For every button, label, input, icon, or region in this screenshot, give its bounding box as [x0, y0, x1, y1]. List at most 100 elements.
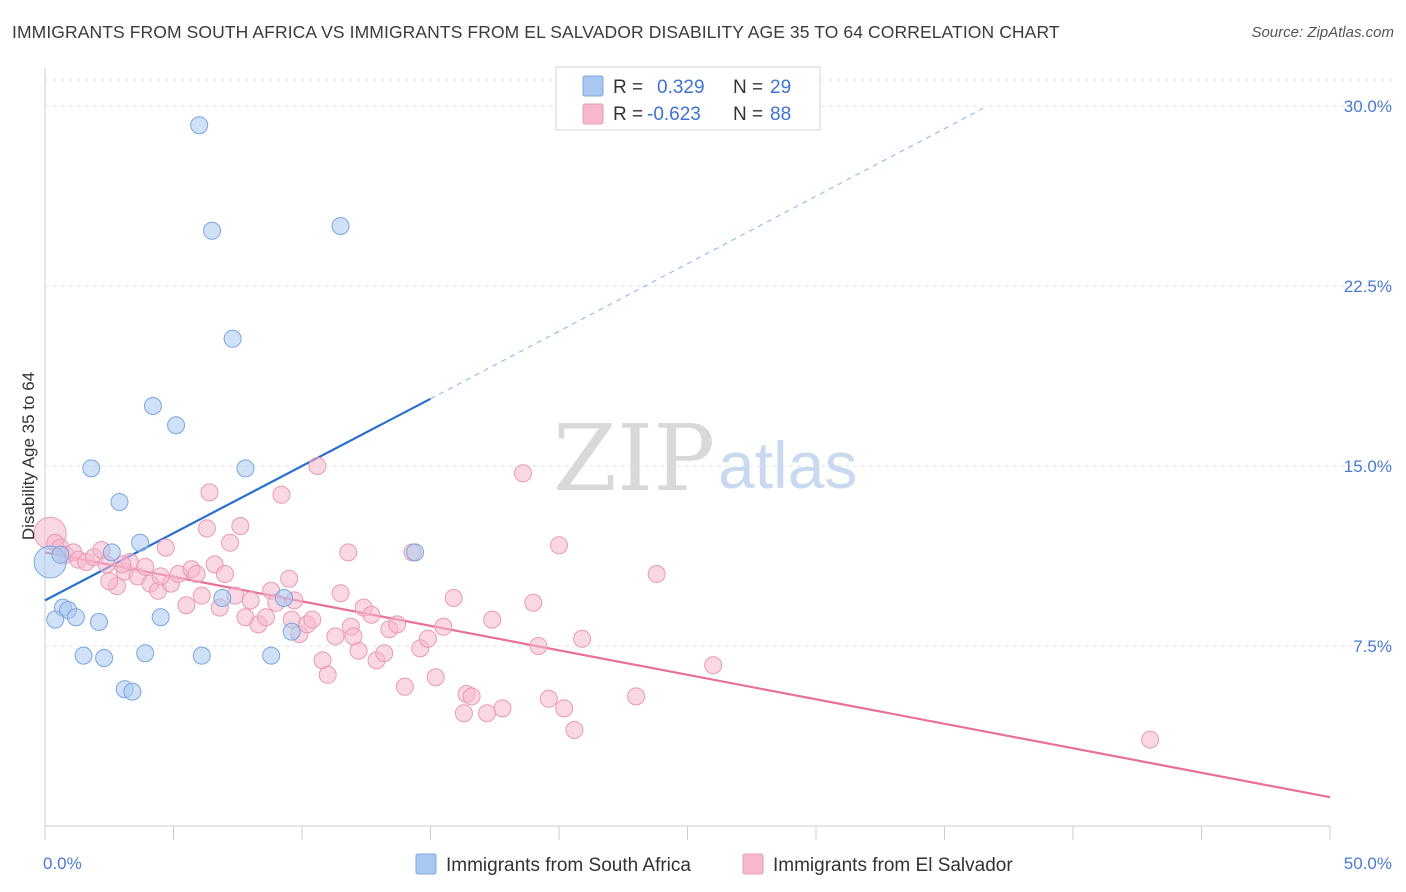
point-south-africa-13	[51, 545, 70, 564]
y-tick-label-2: 22.5%	[1344, 277, 1392, 296]
watermark-zip: ZIP	[553, 405, 715, 512]
point-el-salvador-61	[426, 668, 445, 687]
point-el-salvador-75	[555, 699, 574, 718]
point-el-salvador-54	[375, 644, 394, 663]
point-el-salvador-87	[113, 555, 132, 574]
point-el-salvador-71	[524, 593, 543, 612]
point-el-salvador-46	[326, 627, 345, 646]
point-el-salvador-77	[573, 629, 592, 648]
tick-labels: 7.5% 15.0% 22.5% 30.0% 0.0% 50.0%	[43, 97, 1392, 873]
chart-title: IMMIGRANTS FROM SOUTH AFRICA VS IMMIGRAN…	[12, 22, 1060, 42]
point-south-africa-7	[236, 459, 255, 478]
point-el-salvador-27	[215, 565, 234, 583]
bottom-legend-label-el-salvador: Immigrants from El Salvador	[773, 855, 1013, 876]
point-el-salvador-32	[241, 591, 260, 610]
point-south-africa-16	[46, 610, 65, 629]
legend-swatch-el-salvador	[582, 103, 604, 125]
point-el-salvador-64	[454, 704, 473, 723]
point-el-salvador-78	[627, 687, 646, 706]
y-axis-label: Disability Age 35 to 64	[19, 372, 38, 540]
point-el-salvador-82	[100, 572, 119, 591]
point-el-salvador-48	[339, 543, 358, 562]
point-el-salvador-14	[136, 557, 155, 576]
legend-n-label-2: N =	[733, 104, 763, 125]
point-south-africa-4	[143, 397, 162, 415]
point-el-salvador-56	[388, 615, 407, 634]
legend-r-label-2: R =	[613, 104, 643, 125]
point-el-salvador-68	[483, 610, 502, 629]
point-south-africa-3	[223, 329, 242, 348]
point-south-africa-23	[74, 646, 93, 665]
bottom-legend-swatch-south-africa	[415, 853, 437, 875]
x-tick-label-0: 0.0%	[43, 854, 82, 873]
point-el-salvador-67	[478, 704, 497, 723]
axes	[44, 68, 1331, 840]
grid-lines	[45, 79, 1392, 647]
legend-swatch-south-africa	[582, 75, 604, 97]
point-el-salvador-70	[514, 464, 533, 483]
point-el-salvador-52	[362, 605, 381, 624]
source-note: Source: ZipAtlas.com	[1251, 24, 1394, 41]
trend-line-south-africa-extension	[430, 107, 984, 400]
point-el-salvador-22	[192, 586, 211, 605]
point-el-salvador-79	[647, 565, 666, 583]
point-south-africa-20	[213, 589, 232, 607]
point-south-africa-17	[66, 608, 85, 627]
point-el-salvador-86	[151, 567, 170, 586]
point-south-africa-6	[82, 459, 101, 478]
point-south-africa-8	[110, 493, 129, 511]
point-south-africa-27	[262, 646, 281, 665]
point-south-africa-0	[190, 116, 209, 135]
point-el-salvador-72	[529, 637, 548, 655]
point-el-salvador-28	[221, 533, 240, 552]
point-south-africa-18	[89, 613, 108, 631]
point-south-africa-22	[282, 622, 301, 641]
point-el-salvador-66	[462, 687, 481, 706]
y-tick-label-3: 30.0%	[1344, 97, 1392, 116]
point-el-salvador-47	[331, 584, 350, 603]
point-el-salvador-38	[280, 569, 299, 588]
point-el-salvador-17	[156, 538, 175, 557]
legend-r-value-2: -0.623	[647, 104, 701, 125]
bottom-legend-label-south-africa: Immigrants from South Africa	[446, 855, 691, 876]
point-el-salvador-83	[187, 565, 206, 583]
legend-n-value-2: 88	[770, 104, 791, 125]
watermark-atlas: atlas	[718, 428, 857, 502]
point-el-salvador-76	[565, 721, 584, 739]
point-el-salvador-84	[344, 627, 363, 646]
point-south-africa-29	[123, 682, 142, 701]
point-el-salvador-57	[395, 677, 414, 696]
legend-n-value-1: 29	[770, 77, 791, 98]
data-points	[33, 116, 1160, 749]
point-south-africa-12	[406, 543, 425, 562]
point-el-salvador-37	[272, 485, 291, 504]
point-el-salvador-69	[493, 699, 512, 718]
y-tick-label-1: 15.0%	[1344, 457, 1392, 476]
legend-n-label-1: N =	[733, 77, 763, 98]
legend-r-label-1: R =	[613, 77, 643, 98]
y-tick-label-0: 7.5%	[1353, 637, 1392, 656]
point-south-africa-25	[136, 644, 155, 663]
point-el-salvador-45	[318, 665, 337, 684]
point-el-salvador-24	[200, 483, 219, 502]
point-south-africa-11	[102, 543, 121, 562]
point-el-salvador-63	[444, 589, 463, 607]
point-south-africa-24	[95, 649, 114, 667]
legend-r-value-1: 0.329	[657, 77, 705, 98]
point-el-salvador-20	[177, 596, 196, 615]
point-el-salvador-23	[197, 519, 216, 538]
point-el-salvador-34	[257, 608, 276, 627]
point-south-africa-26	[192, 646, 211, 665]
x-tick-label-1: 50.0%	[1344, 854, 1392, 873]
point-el-salvador-80	[704, 656, 723, 675]
point-el-salvador-43	[308, 457, 327, 475]
point-el-salvador-62	[434, 617, 453, 636]
point-south-africa-1	[203, 221, 222, 240]
point-south-africa-19	[151, 608, 170, 627]
point-el-salvador-81	[1141, 730, 1160, 749]
point-el-salvador-74	[550, 536, 568, 555]
point-south-africa-5	[167, 416, 186, 435]
point-south-africa-21	[275, 589, 294, 607]
trend-line-el-salvador	[44, 551, 1331, 799]
